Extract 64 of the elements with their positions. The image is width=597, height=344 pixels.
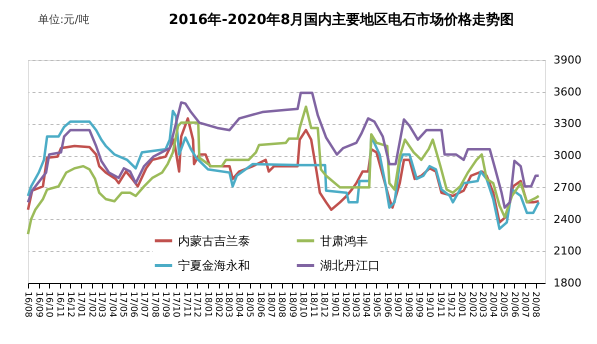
x-tick-label: 16/11 [54, 292, 64, 318]
x-tick-label: 18/08 [276, 292, 286, 318]
x-tick-label: 17/08 [149, 292, 160, 318]
x-tick-label: 17/11 [181, 292, 192, 318]
x-tick-label: 20/01 [456, 292, 466, 318]
y-tick-label: 2100 [554, 244, 582, 258]
legend-label: 甘肃鸿丰 [320, 234, 368, 248]
x-tick-label: 17/09 [160, 292, 170, 318]
x-tick-label: 18/04 [234, 292, 244, 318]
x-tick-label: 20/02 [466, 292, 477, 318]
text: 单位:元/吨 [38, 13, 90, 26]
legend-label: 湖北丹江口 [320, 258, 380, 272]
x-tick-label: 16/12 [64, 292, 75, 318]
x-tick-label: 19/09 [414, 292, 424, 318]
x-tick-label: 20/07 [519, 292, 530, 318]
x-tick-label: 17/05 [117, 292, 128, 318]
y-tick-label: 2400 [554, 212, 582, 226]
x-tick-label: 17/02 [86, 292, 96, 318]
x-tick-label: 20/06 [508, 292, 519, 318]
x-tick-label: 17/03 [96, 292, 106, 318]
x-tick-label: 19/08 [402, 292, 413, 318]
x-tick-label: 20/04 [488, 292, 498, 318]
chart-title: 2016年-2020年8月国内主要地区电石市场价格走势图 [168, 11, 514, 28]
x-tick-label: 19/05 [370, 292, 381, 318]
x-tick-label: 18/10 [297, 292, 308, 318]
line-series [26, 92, 540, 209]
x-tick-label: 18/01 [202, 292, 212, 318]
legend-label: 内蒙古吉兰泰 [178, 234, 250, 248]
y-tick-label: 3000 [554, 149, 582, 162]
x-tick-label: 17/06 [128, 292, 138, 318]
x-tick-label: 20/03 [476, 292, 487, 318]
x-tick-label: 16/09 [33, 292, 44, 318]
x-tick-label: 20/05 [498, 292, 508, 318]
y-tick-label: 2700 [554, 180, 582, 194]
x-tick-label: 19/06 [382, 292, 392, 318]
y-tick-label: 3600 [554, 85, 582, 98]
x-tick-label: 18/06 [254, 292, 265, 318]
x-tick-label: 19/07 [392, 292, 402, 318]
x-tick-label: 19/02 [340, 292, 350, 318]
y-tick-label: 3900 [554, 54, 582, 66]
x-tick-label: 18/09 [286, 292, 297, 318]
x-tick-label: 16/10 [44, 292, 54, 318]
x-tick-label: 19/11 [434, 292, 445, 318]
x-tick-label: 19/10 [424, 292, 434, 318]
x-tick-label: 18/11 [308, 292, 318, 318]
x-tick-label: 17/07 [138, 292, 149, 318]
x-tick-label: 19/12 [445, 292, 456, 318]
x-tick-label: 19/01 [329, 292, 340, 318]
x-tick-label: 18/07 [265, 292, 276, 318]
y-tick-label: 1800 [554, 276, 582, 290]
x-tick-label: 17/12 [192, 292, 202, 318]
y-tick-label: 3300 [554, 117, 582, 130]
x-tick-label: 16/08 [22, 292, 32, 318]
x-tick-label: 18/02 [213, 292, 224, 318]
x-tick-label: 17/01 [76, 292, 86, 318]
x-tick-label: 17/10 [170, 292, 181, 318]
x-tick-label: 19/03 [350, 292, 360, 318]
x-tick-label: 18/03 [222, 292, 233, 318]
x-tick-label: 18/05 [244, 292, 254, 318]
x-tick-label: 19/04 [360, 292, 371, 318]
x-tick-label: 18/12 [318, 292, 329, 318]
x-tick-label: 17/04 [106, 292, 117, 318]
x-tick-label: 20/08 [530, 292, 540, 318]
legend-label: 宁夏金海永和 [178, 258, 250, 272]
